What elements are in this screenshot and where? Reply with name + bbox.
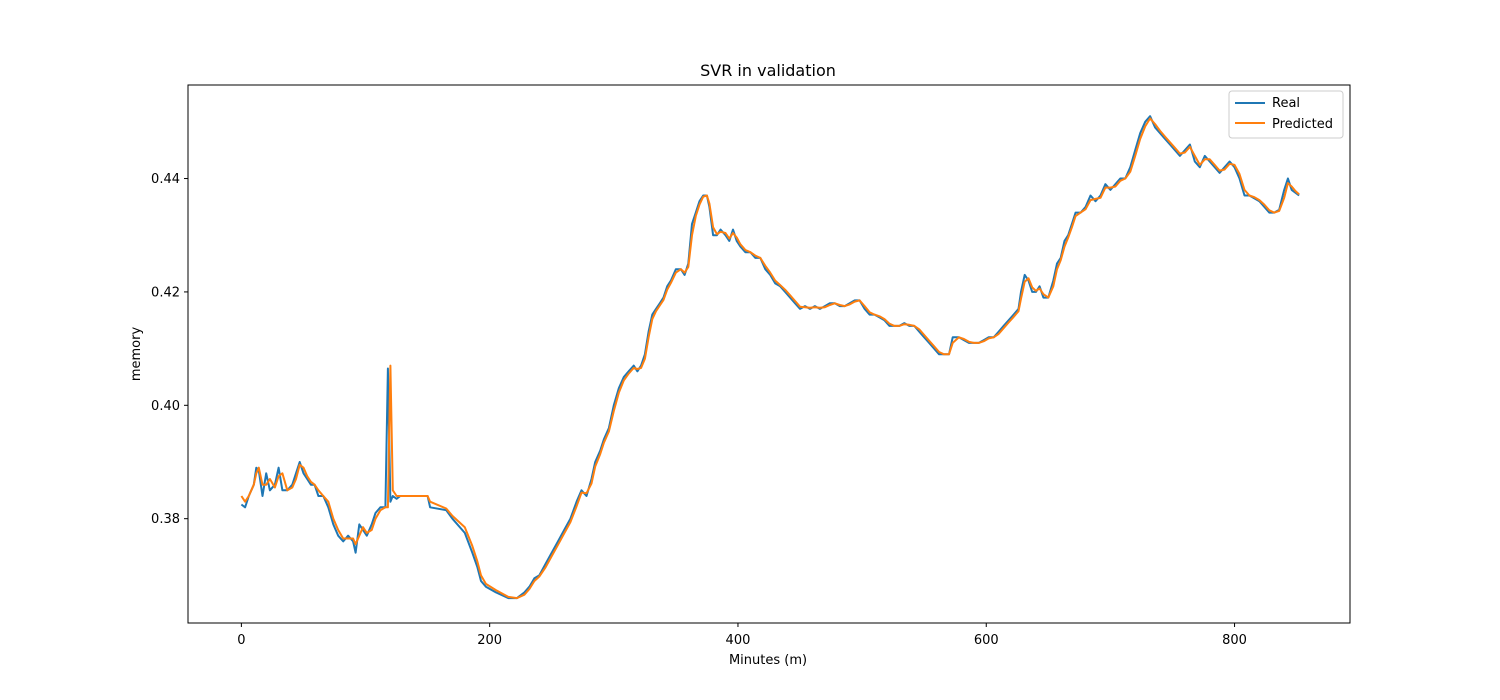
x-tick-label: 800 xyxy=(1222,633,1247,648)
x-axis-label: Minutes (m) xyxy=(729,653,807,668)
chart-title: SVR in validation xyxy=(700,61,836,80)
x-tick-label: 600 xyxy=(974,633,999,648)
y-axis-label: memory xyxy=(129,327,144,382)
x-tick-label: 0 xyxy=(237,633,245,648)
plot-area xyxy=(240,115,1300,600)
x-tick-label: 200 xyxy=(477,633,502,648)
legend-label-real: Real xyxy=(1272,96,1300,111)
y-tick-label: 0.40 xyxy=(151,399,180,414)
y-tick-label: 0.44 xyxy=(151,172,180,187)
series-line-predicted xyxy=(240,117,1300,600)
legend: Real Predicted xyxy=(1228,90,1344,139)
series-line-real xyxy=(240,115,1300,600)
plot-frame xyxy=(187,84,1351,624)
y-axis-ticks: 0.38 0.40 0.42 0.44 xyxy=(151,172,188,527)
x-axis-ticks: 0 200 400 600 800 xyxy=(237,623,1247,648)
y-tick-label: 0.42 xyxy=(151,285,180,300)
legend-label-predicted: Predicted xyxy=(1272,117,1333,132)
y-tick-label: 0.38 xyxy=(151,512,180,527)
x-tick-label: 400 xyxy=(726,633,751,648)
